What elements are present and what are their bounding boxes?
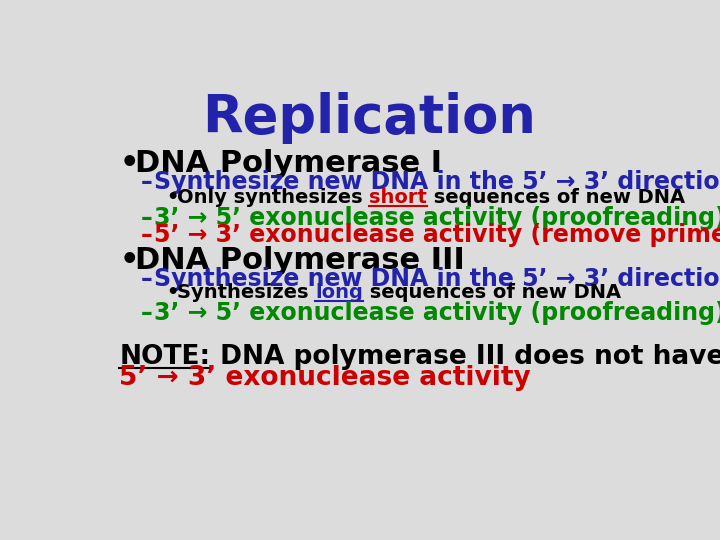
Text: Synthesizes: Synthesizes [177, 284, 315, 302]
Text: –: – [140, 170, 152, 194]
Text: •: • [120, 246, 139, 275]
Text: NOTE:: NOTE: [120, 343, 210, 369]
Text: 3’ → 5’ exonuclease activity (proofreading): 3’ → 5’ exonuclease activity (proofreadi… [153, 301, 720, 325]
Text: Synthesize new DNA in the 5’ → 3’ direction: Synthesize new DNA in the 5’ → 3’ direct… [153, 170, 720, 194]
Text: 3’ → 5’ exonuclease activity (proofreading): 3’ → 5’ exonuclease activity (proofreadi… [153, 206, 720, 230]
Text: DNA Polymerase I: DNA Polymerase I [135, 150, 442, 179]
Text: sequences of new DNA: sequences of new DNA [427, 188, 685, 207]
Text: short: short [369, 188, 427, 207]
Text: Synthesize new DNA in the 5’ → 3’ direction: Synthesize new DNA in the 5’ → 3’ direct… [153, 267, 720, 291]
Text: •: • [166, 284, 179, 302]
Text: –: – [140, 301, 152, 325]
Text: •: • [166, 188, 179, 207]
Text: sequences of new DNA: sequences of new DNA [363, 284, 621, 302]
Text: •: • [120, 150, 139, 179]
Text: –: – [140, 224, 152, 247]
Text: DNA polymerase III does not have the: DNA polymerase III does not have the [210, 343, 720, 369]
Text: 5’ → 3’ exonuclease activity: 5’ → 3’ exonuclease activity [120, 365, 531, 391]
Text: 5’ → 3’ exonuclease activity (remove primers): 5’ → 3’ exonuclease activity (remove pri… [153, 224, 720, 247]
Text: Only synthesizes: Only synthesizes [177, 188, 369, 207]
Text: DNA Polymerase III: DNA Polymerase III [135, 246, 465, 275]
Text: Replication: Replication [202, 92, 536, 144]
Text: –: – [140, 206, 152, 230]
Text: –: – [140, 267, 152, 291]
Text: long: long [315, 284, 363, 302]
